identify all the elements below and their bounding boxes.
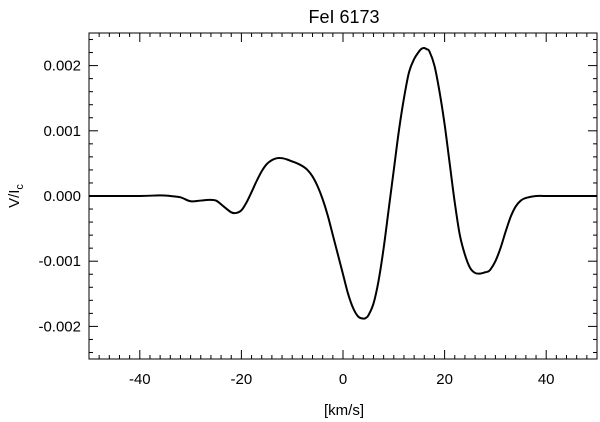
y-tick-label: 0.001	[43, 123, 81, 140]
y-tick-label: 0.002	[43, 58, 81, 75]
y-axis-label-main: V/I	[6, 190, 23, 208]
y-axis-label: V/Ic	[6, 184, 26, 208]
x-tick-label: -40	[129, 371, 151, 388]
x-axis-ticks	[88, 33, 598, 359]
chart-title: FeI 6173	[308, 7, 379, 27]
y-axis-label-subscript: c	[14, 184, 26, 190]
y-tick-label: -0.001	[38, 253, 81, 270]
y-tick-label: -0.002	[38, 318, 81, 335]
y-axis-label-group: V/Ic	[6, 184, 26, 208]
x-tick-label: 0	[339, 371, 347, 388]
x-axis-label: [km/s]	[324, 402, 364, 419]
x-tick-label: 20	[436, 371, 453, 388]
x-tick-label: -20	[231, 371, 253, 388]
x-tick-label: 40	[538, 371, 555, 388]
series-line	[88, 46, 597, 320]
x-axis-tick-labels: -40 -20 0 20 40	[129, 371, 555, 388]
y-axis-tick-labels: -0.002 -0.001 0.000 0.001 0.002	[38, 58, 81, 336]
y-tick-label: 0.000	[43, 188, 81, 205]
